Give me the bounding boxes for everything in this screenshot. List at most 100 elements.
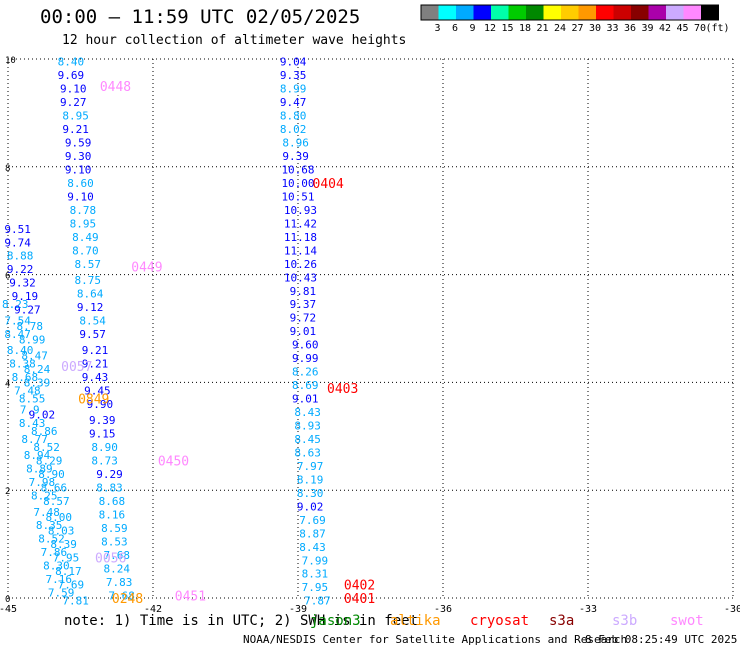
legend-swatch bbox=[648, 5, 666, 20]
wave-height-points: 8.409.699.109.278.959.219.599.309.108.60… bbox=[2, 56, 331, 608]
wave-height-value: 8.90 bbox=[91, 441, 118, 454]
wave-height-value: 8.40 bbox=[58, 56, 85, 69]
legend-swatch bbox=[473, 5, 491, 20]
wave-height-value: 7.68 bbox=[108, 589, 135, 602]
wave-height-value: 8.90 bbox=[38, 468, 65, 481]
wave-height-value: 8.52 bbox=[38, 533, 65, 546]
wave-height-value: 9.10 bbox=[65, 163, 92, 176]
wave-height-value: 8.40 bbox=[7, 344, 34, 357]
legend-label: 42 bbox=[659, 23, 671, 34]
wave-height-value: 9.37 bbox=[290, 298, 317, 311]
legend-swatch bbox=[508, 5, 526, 20]
wave-height-value: 10.26 bbox=[284, 258, 317, 271]
legend-label: 21 bbox=[536, 23, 548, 34]
footer-date: 8 Feb 08:25:49 UTC 2025 bbox=[585, 633, 738, 646]
wave-height-value: 10.00 bbox=[281, 177, 314, 190]
wave-height-value: 8.55 bbox=[19, 393, 46, 406]
legend-swatch bbox=[421, 5, 439, 20]
wave-height-value: 7.48 bbox=[33, 506, 60, 519]
wave-height-value: 8.38 bbox=[9, 358, 36, 371]
x-tick-label: -39 bbox=[289, 604, 307, 615]
wave-height-value: 9.39 bbox=[282, 150, 309, 163]
legend-label: 9 bbox=[469, 23, 475, 34]
wave-height-value: 9.45 bbox=[84, 384, 111, 397]
wave-height-value: 8.59 bbox=[101, 522, 128, 535]
wave-height-value: 9.39 bbox=[89, 414, 116, 427]
wave-height-value: 7.87 bbox=[304, 595, 331, 608]
legend-label: 45 bbox=[676, 23, 688, 34]
wave-height-value: 8.64 bbox=[77, 287, 104, 300]
legend-label: 39 bbox=[641, 23, 653, 34]
pass-time-label: 0451 bbox=[175, 589, 206, 604]
wave-height-value: 11.14 bbox=[284, 244, 317, 257]
wave-height-value: 8.73 bbox=[91, 455, 118, 468]
pass-labels: 0448 0449 0057 0849 0450 0056 0248 0451 0404 0403… bbox=[61, 80, 375, 607]
legend-label: 30 bbox=[589, 23, 601, 34]
wave-height-value: 8.47 bbox=[21, 349, 48, 362]
pass-time-label: 0404 bbox=[313, 177, 344, 192]
wave-height-value: 8.24 bbox=[104, 562, 131, 575]
wave-height-value: 9.59 bbox=[65, 137, 92, 150]
wave-height-value: 10.51 bbox=[281, 190, 314, 203]
wave-height-value: 8.47 bbox=[4, 328, 31, 341]
wave-height-value: 9.27 bbox=[60, 96, 87, 109]
wave-height-value: 8.99 bbox=[19, 333, 46, 346]
wave-height-value: 8.17 bbox=[55, 565, 82, 578]
wave-height-value: 8.57 bbox=[75, 258, 102, 271]
wave-height-value: 9.21 bbox=[82, 358, 109, 371]
wave-height-value: 8.53 bbox=[101, 535, 128, 548]
wave-height-value: 8.75 bbox=[75, 274, 102, 287]
wave-height-value: 9.81 bbox=[290, 285, 317, 298]
wave-height-value: 9.10 bbox=[67, 190, 94, 203]
wave-height-value: 9.01 bbox=[290, 325, 317, 338]
wave-height-value: 8.25 bbox=[31, 490, 58, 503]
axis-ticks: -45 -42 -39 -36 -33 -30 10 8 6 4 2 0 bbox=[0, 56, 740, 615]
wave-height-value: 7.16 bbox=[46, 573, 73, 586]
legend-swatch bbox=[456, 5, 474, 20]
wave-height-value: 8.89 bbox=[26, 463, 53, 476]
wave-height-value: 8.78 bbox=[70, 204, 97, 217]
wave-height-value: 8.26 bbox=[292, 366, 319, 379]
legend-swatch bbox=[666, 5, 684, 20]
wave-height-value: 9.12 bbox=[77, 301, 104, 314]
wave-height-value: 7.59 bbox=[48, 587, 75, 600]
legend-swatch bbox=[526, 5, 544, 20]
wave-height-value: 7.81 bbox=[62, 595, 89, 608]
wave-height-value: 7.69 bbox=[58, 579, 85, 592]
wave-height-value: 8.63 bbox=[294, 446, 321, 459]
legend-swatch bbox=[578, 5, 596, 20]
wave-height-value: 8.35 bbox=[36, 519, 63, 532]
y-tick-label: 8 bbox=[5, 164, 10, 174]
wave-height-value: 9.90 bbox=[87, 398, 114, 411]
wave-height-value: 7.86 bbox=[41, 546, 68, 559]
wave-height-value: 8.68 bbox=[12, 371, 39, 384]
wave-height-value: 8.43 bbox=[299, 541, 326, 554]
wave-height-value: 8.30 bbox=[297, 487, 324, 500]
wave-height-value: 8.39 bbox=[50, 538, 77, 551]
legend-label: 27 bbox=[571, 23, 583, 34]
wave-height-value: 7.98 bbox=[29, 476, 56, 489]
y-tick-label: 6 bbox=[5, 272, 10, 282]
pass-time-label: 0057 bbox=[61, 360, 92, 375]
legend-swatch bbox=[631, 5, 649, 20]
wave-height-value: 8.86 bbox=[31, 425, 58, 438]
wave-height-value: 7.83 bbox=[106, 576, 133, 589]
legend-swatch bbox=[543, 5, 561, 20]
legend-swatch bbox=[561, 5, 579, 20]
wave-height-value: 8.43 bbox=[19, 417, 46, 430]
x-tick-label: -30 bbox=[724, 604, 740, 615]
legend-swatch bbox=[491, 5, 509, 20]
wave-height-value: 9.21 bbox=[82, 344, 109, 357]
wave-height-value: 8.96 bbox=[282, 137, 309, 150]
wave-height-value: 9.02 bbox=[29, 409, 56, 422]
wave-height-value: 9.51 bbox=[4, 223, 31, 236]
x-tick-label: -42 bbox=[144, 604, 162, 615]
legend-swatch bbox=[683, 5, 701, 20]
wave-height-value: 9.35 bbox=[280, 69, 307, 82]
wave-height-value: 8.30 bbox=[43, 560, 70, 573]
wave-height-value: 8.83 bbox=[96, 482, 123, 495]
pass-time-label: 0403 bbox=[327, 382, 358, 397]
wave-height-value: 8.00 bbox=[46, 511, 73, 524]
x-tick-label: -45 bbox=[0, 604, 17, 615]
wave-height-value: 8.60 bbox=[67, 177, 94, 190]
